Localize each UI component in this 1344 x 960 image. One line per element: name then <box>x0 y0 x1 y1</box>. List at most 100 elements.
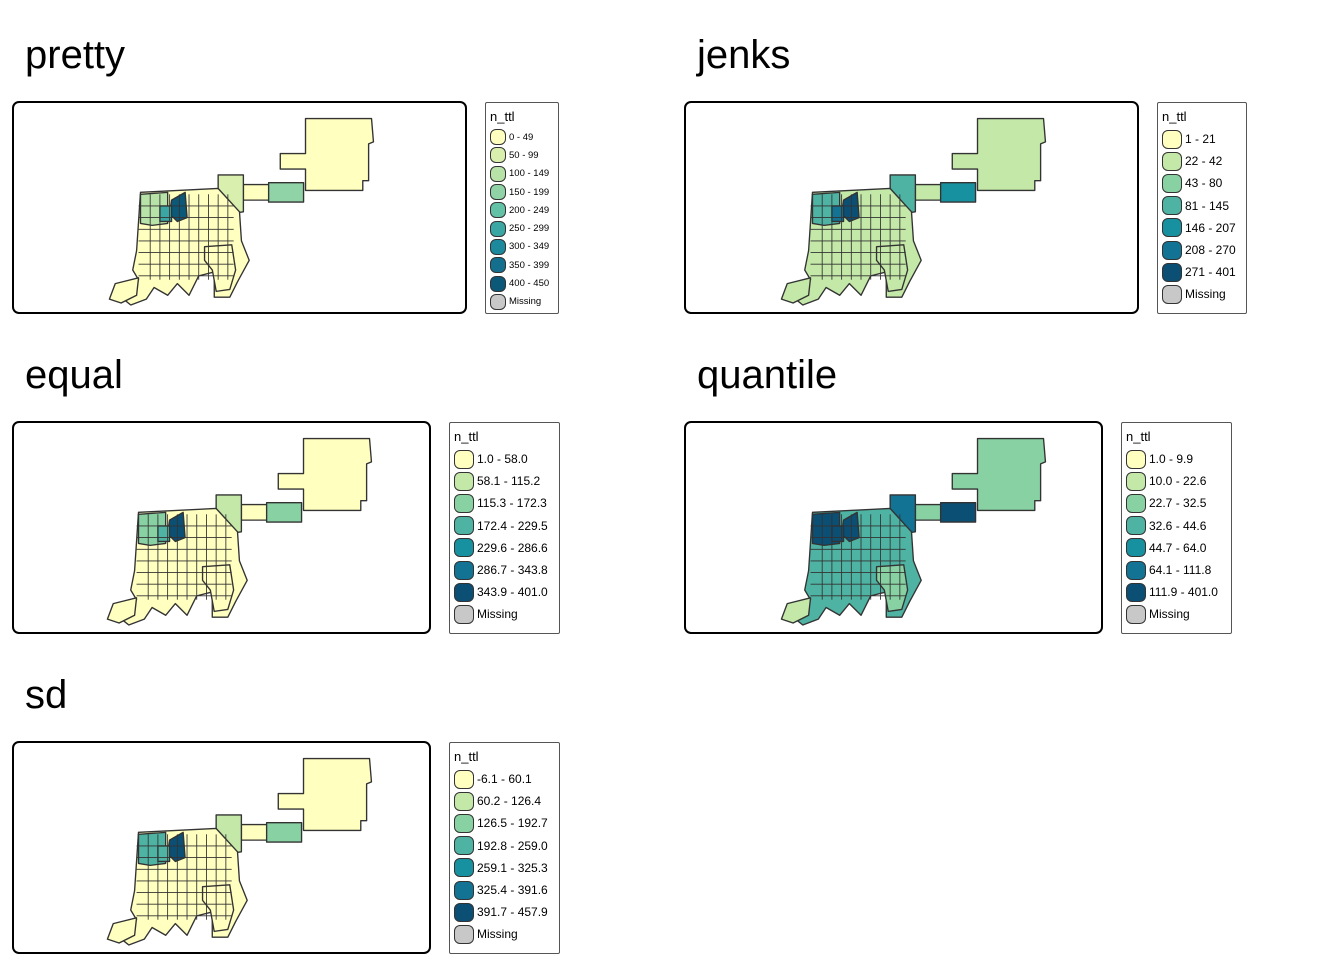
legend-swatch <box>490 257 506 274</box>
legend-item: 1 - 21 <box>1162 128 1242 150</box>
legend-label: 81 - 145 <box>1185 198 1230 213</box>
legend-item: 32.6 - 44.6 <box>1126 515 1227 537</box>
legend-item: 43 - 80 <box>1162 172 1242 194</box>
legend-label: 126.5 - 192.7 <box>477 816 548 831</box>
tract-boundaries <box>810 514 906 600</box>
legend-item: 192.8 - 259.0 <box>454 835 555 857</box>
legend-item-missing: Missing <box>454 603 555 625</box>
legend-swatch <box>1126 516 1146 536</box>
map-canvas <box>108 117 375 306</box>
legend-swatch <box>454 858 474 878</box>
legend-item: 22.7 - 32.5 <box>1126 492 1227 514</box>
legend-label: 208 - 270 <box>1185 243 1236 258</box>
legend-item: 115.3 - 172.3 <box>454 492 555 514</box>
legend-item: 172.4 - 229.5 <box>454 515 555 537</box>
legend-swatch <box>454 449 474 469</box>
legend-label: 271 - 401 <box>1185 265 1236 280</box>
legend-items: 0 - 49 50 - 99 100 - 149 150 - 199 200 - 249… <box>490 128 554 311</box>
legend-label: 259.1 - 325.3 <box>477 860 548 875</box>
legend-item: 64.1 - 111.8 <box>1126 559 1227 581</box>
legend-label: 150 - 199 <box>509 186 550 198</box>
map-zone-ne <box>951 117 1047 192</box>
legend-label: Missing <box>1149 607 1190 622</box>
map-zone-sw_tail <box>106 597 138 624</box>
legend-label: 391.7 - 457.9 <box>477 905 548 920</box>
legend-swatch <box>454 560 474 580</box>
map-legend: n_ttl 0 - 49 50 - 99 100 - 149 150 - 199 200… <box>485 102 559 314</box>
legend-label: 10.0 - 22.6 <box>1149 474 1207 489</box>
legend-label: 1 - 21 <box>1185 132 1216 147</box>
legend-swatch <box>1126 471 1146 491</box>
legend-item: 100 - 149 <box>490 165 554 183</box>
legend-label: 115.3 - 172.3 <box>477 496 547 511</box>
legend-swatch <box>454 493 474 513</box>
legend-swatch <box>454 791 474 811</box>
legend-label: 146 - 207 <box>1185 220 1236 235</box>
legend-swatch <box>490 220 506 237</box>
legend-label: 0 - 49 <box>509 131 534 143</box>
legend-label: 32.6 - 44.6 <box>1149 518 1207 533</box>
choropleth-map <box>684 101 1139 314</box>
map-zone-east_box <box>939 181 977 203</box>
panel-title: equal <box>25 353 123 397</box>
map-legend: n_ttl 1.0 - 58.0 58.1 - 115.2 115.3 - 172.… <box>449 422 560 634</box>
map-zone-sw_tail <box>780 277 812 304</box>
map-zone-ne <box>277 757 373 832</box>
map-legend: n_ttl 1 - 21 22 - 42 43 - 80 81 - 145 146 - … <box>1157 102 1247 314</box>
legend-swatch <box>490 129 506 146</box>
map-zone-ne <box>277 437 373 512</box>
map-zone-east_box <box>265 501 303 523</box>
legend-label: 44.7 - 64.0 <box>1149 540 1207 555</box>
legend-label: Missing <box>477 607 518 622</box>
legend-swatch <box>454 836 474 856</box>
map-canvas <box>780 117 1047 306</box>
legend-swatch <box>1162 196 1182 216</box>
legend-swatch <box>454 813 474 833</box>
choropleth-map <box>12 421 431 634</box>
legend-swatch <box>490 275 506 292</box>
legend-label: Missing <box>509 296 542 308</box>
map-zone-sw_tail <box>106 917 138 944</box>
legend-swatch <box>490 147 506 164</box>
legend-item: 300 - 349 <box>490 238 554 256</box>
legend-item: 50 - 99 <box>490 146 554 164</box>
legend-item: 259.1 - 325.3 <box>454 857 555 879</box>
legend-items: 1.0 - 9.9 10.0 - 22.6 22.7 - 32.5 32.6 - 44… <box>1126 448 1227 626</box>
legend-swatch <box>454 769 474 789</box>
map-zone-east_box <box>267 181 305 203</box>
legend-swatch <box>1162 173 1182 193</box>
legend-item: 0 - 49 <box>490 128 554 146</box>
legend-swatch <box>1126 560 1146 580</box>
legend-label: 350 - 399 <box>509 259 550 271</box>
legend-title: n_ttl <box>490 109 515 124</box>
legend-label: 50 - 99 <box>509 149 539 161</box>
legend-swatch <box>1162 262 1182 282</box>
panel-title: jenks <box>697 33 791 77</box>
legend-label: 300 - 349 <box>509 241 550 253</box>
legend-swatch <box>1126 582 1146 602</box>
legend-item: 10.0 - 22.6 <box>1126 470 1227 492</box>
legend-item: 60.2 - 126.4 <box>454 790 555 812</box>
legend-swatch <box>454 516 474 536</box>
legend-item: 350 - 399 <box>490 256 554 274</box>
legend-item: 250 - 299 <box>490 219 554 237</box>
tract-boundaries <box>136 514 232 600</box>
legend-item: 343.9 - 401.0 <box>454 581 555 603</box>
legend-label: 22.7 - 32.5 <box>1149 496 1207 511</box>
tract-boundaries <box>138 194 234 280</box>
legend-item: -6.1 - 60.1 <box>454 768 555 790</box>
legend-label: 111.9 - 401.0 <box>1149 585 1218 600</box>
legend-swatch <box>454 538 474 558</box>
legend-label: 400 - 450 <box>509 278 550 290</box>
legend-label: 64.1 - 111.8 <box>1149 563 1212 578</box>
legend-item: 208 - 270 <box>1162 239 1242 261</box>
tract-boundaries <box>136 834 232 920</box>
legend-swatch <box>1162 240 1182 260</box>
legend-swatch <box>1162 218 1182 238</box>
panel-title: pretty <box>25 33 126 77</box>
legend-item: 325.4 - 391.6 <box>454 879 555 901</box>
legend-item: 146 - 207 <box>1162 217 1242 239</box>
choropleth-map <box>12 741 431 954</box>
legend-label: 100 - 149 <box>509 168 550 180</box>
legend-item: 229.6 - 286.6 <box>454 537 555 559</box>
